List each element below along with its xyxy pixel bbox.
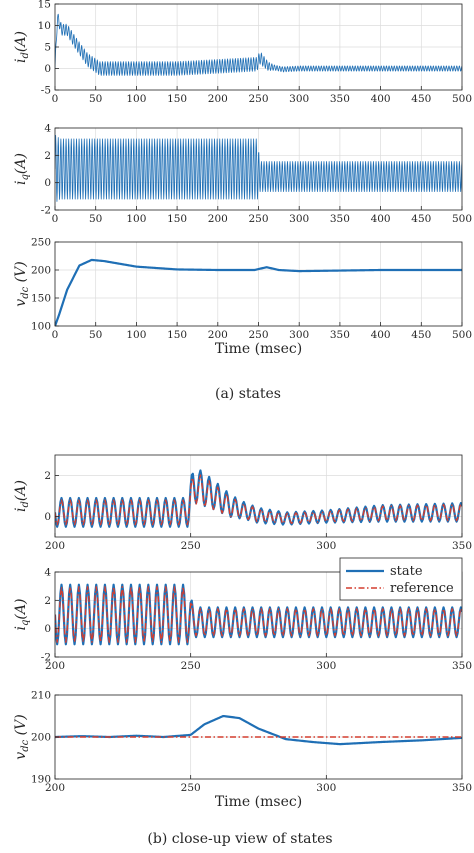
x-tick-label: 450 — [411, 213, 431, 225]
legend-label-reference: reference — [390, 581, 454, 596]
y-tick-label: -2 — [41, 652, 51, 664]
y-tick-label: 190 — [31, 774, 51, 786]
x-tick-label: 250 — [181, 660, 201, 672]
x-tick-label: 350 — [452, 660, 472, 672]
x-tick-label: 250 — [248, 93, 268, 105]
x-tick-label: 300 — [289, 329, 309, 341]
x-tick-label: 250 — [181, 782, 201, 794]
x-tick-label: 350 — [452, 782, 472, 794]
x-axis-label: Time (msec) — [215, 341, 302, 357]
axes-frame — [54, 571, 463, 658]
x-tick-label: 450 — [411, 93, 431, 105]
x-tick-label: 150 — [167, 93, 187, 105]
plot-area — [55, 455, 462, 537]
y-tick-label: 250 — [31, 237, 51, 249]
y-tick-label: 200 — [31, 265, 51, 277]
panel-a3-vdc: 0 50 100 150 200 250 300 350 400 450 500 100 150 200 2… — [13, 237, 472, 358]
x-tick-label: 100 — [126, 329, 146, 341]
x-tick-label: 350 — [330, 93, 350, 105]
caption-a: (a) states — [215, 386, 281, 402]
x-tick-label: 200 — [208, 329, 228, 341]
x-tick-label: 250 — [248, 329, 268, 341]
x-tick-label: 500 — [452, 93, 472, 105]
y-tick-label: 0 — [44, 177, 51, 189]
x-tick-label: 50 — [89, 329, 102, 341]
panel-a1-id: 0 50 100 150 200 250 300 350 400 450 500-5051015id… — [13, 0, 472, 105]
legend-label-state: state — [390, 564, 423, 579]
x-tick-label: 0 — [52, 213, 59, 225]
x-tick-label: 200 — [208, 93, 228, 105]
x-tick-label: 500 — [452, 329, 472, 341]
y-tick-label: 200 — [31, 732, 51, 744]
x-tick-label: 250 — [181, 540, 201, 552]
y-axis-label: id(A) — [13, 31, 31, 63]
x-axis-label: Time (msec) — [215, 794, 302, 810]
x-tick-label: 0 — [52, 93, 59, 105]
y-tick-label: 0 — [44, 511, 51, 523]
x-tick-label: 250 — [248, 213, 268, 225]
panel-b1-id-closeup: 200 250 300 350 0 2 id(A) — [13, 454, 472, 552]
series-reference-line — [55, 474, 462, 526]
x-tick-label: 50 — [89, 93, 102, 105]
legend: state reference — [339, 557, 463, 601]
y-tick-label: 0 — [44, 63, 51, 75]
x-tick-label: 100 — [126, 93, 146, 105]
x-tick-label: 350 — [330, 213, 350, 225]
x-tick-label: 300 — [316, 540, 336, 552]
axes-frame — [54, 454, 463, 538]
x-tick-label: 50 — [89, 213, 102, 225]
x-tick-label: 350 — [452, 540, 472, 552]
y-tick-label: 2 — [44, 150, 51, 162]
y-tick-label: 210 — [31, 690, 51, 702]
x-tick-label: 300 — [316, 660, 336, 672]
y-tick-label: 4 — [44, 123, 51, 135]
x-tick-label: 150 — [167, 213, 187, 225]
x-tick-label: 400 — [371, 329, 391, 341]
legend-box — [339, 557, 463, 601]
y-tick-label: 10 — [38, 20, 51, 32]
x-tick-label: 200 — [208, 213, 228, 225]
caption-b: (b) close-up view of states — [147, 831, 332, 847]
x-tick-label: 450 — [411, 329, 431, 341]
x-tick-label: 400 — [371, 213, 391, 225]
x-tick-label: 300 — [316, 782, 336, 794]
y-tick-label: 15 — [38, 0, 51, 11]
x-tick-label: 350 — [330, 329, 350, 341]
y-tick-label: 150 — [31, 293, 51, 305]
series-reference-line — [55, 586, 462, 643]
y-axis-label: id(A) — [13, 480, 31, 512]
x-tick-label: 200 — [45, 660, 65, 672]
y-tick-label: 2 — [44, 470, 51, 482]
x-tick-label: 300 — [289, 213, 309, 225]
x-tick-label: 400 — [371, 93, 391, 105]
y-axis-label: iq(A) — [13, 599, 31, 631]
y-tick-label: 2 — [44, 595, 51, 607]
y-tick-label: 4 — [44, 567, 51, 579]
x-tick-label: 200 — [45, 540, 65, 552]
x-tick-label: 0 — [52, 329, 59, 341]
y-axis-label: iq(A) — [13, 153, 31, 185]
y-tick-label: 5 — [44, 42, 51, 54]
x-tick-label: 200 — [45, 782, 65, 794]
series-state-line — [55, 134, 462, 202]
x-tick-label: 100 — [126, 213, 146, 225]
y-axis-label: vdc (V) — [13, 714, 31, 759]
x-tick-label: 150 — [167, 329, 187, 341]
y-axis-label: vdc (V) — [13, 261, 31, 306]
y-tick-label: 100 — [31, 321, 51, 333]
series-state-line — [55, 13, 462, 76]
series-state-line — [55, 258, 462, 326]
x-tick-label: 500 — [452, 213, 472, 225]
y-tick-label: -5 — [41, 85, 51, 97]
y-tick-label: 0 — [44, 623, 51, 635]
x-tick-label: 300 — [289, 93, 309, 105]
y-tick-label: -2 — [41, 205, 51, 217]
